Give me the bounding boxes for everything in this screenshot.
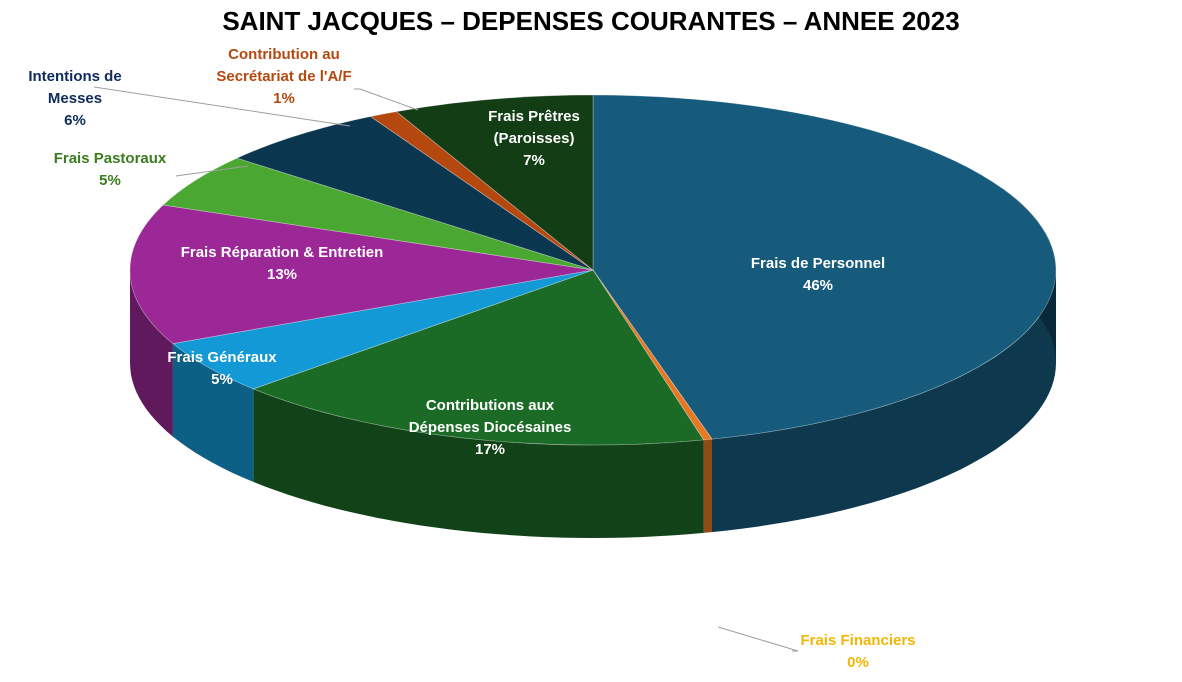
slice-percent: 1% — [273, 90, 295, 107]
slice-label-5: Frais Pastoraux 5% — [54, 150, 167, 189]
slice-label-6: Intentions de Messes 6% — [28, 68, 121, 129]
slice-label-line: Dépenses Diocésaines — [409, 419, 572, 436]
slice-percent: 0% — [847, 654, 869, 671]
slice-label-0: Frais de Personnel 46% — [751, 255, 885, 294]
slice-side-0 — [712, 270, 1056, 533]
slice-percent: 13% — [267, 266, 297, 283]
slice-label-7: Contribution au Secrétariat de l'A/F 1% — [216, 46, 351, 107]
slice-side-4 — [130, 270, 173, 437]
slice-1 — [592, 269, 713, 441]
slice-label-line: Frais Pastoraux — [54, 150, 167, 167]
slice-7 — [369, 111, 594, 271]
slice-6 — [235, 116, 594, 271]
slice-side-2 — [253, 388, 704, 538]
slice-label-line: Contribution au — [228, 46, 340, 63]
slice-0 — [592, 94, 1057, 440]
slice-label-line: Frais Généraux — [167, 349, 277, 366]
slice-label-2: Contributions aux Dépenses Diocésaines 17% — [409, 397, 572, 458]
slice-label-4: Frais Réparation & Entretien 13% — [181, 244, 384, 283]
slice-5 — [162, 157, 594, 271]
leader-lines — [93, 86, 799, 652]
slice-2 — [252, 269, 705, 446]
slice-percent: 17% — [475, 441, 505, 458]
slice-label-line: Intentions de — [28, 68, 121, 85]
leader-line-1 — [717, 626, 799, 652]
slice-percent: 5% — [211, 371, 233, 388]
slice-label-line: Secrétariat de l'A/F — [216, 68, 351, 85]
slice-label-line: (Paroisses) — [494, 130, 575, 147]
pie-top-layer — [129, 94, 1057, 446]
slice-side-1 — [703, 439, 712, 533]
slice-side-3 — [172, 343, 254, 482]
slice-label-1: Frais Financiers 0% — [800, 632, 915, 671]
slice-8 — [395, 94, 594, 271]
slice-label-line: Frais Financiers — [800, 632, 915, 649]
slice-label-line: Frais de Personnel — [751, 255, 885, 272]
slice-label-3: Frais Généraux 5% — [167, 349, 277, 388]
chart-title: SAINT JACQUES – DEPENSES COURANTES – ANN… — [222, 6, 960, 36]
slice-label-line: Frais Prêtres — [488, 108, 580, 125]
slice-label-line: Messes — [48, 90, 102, 107]
leader-line-6 — [93, 86, 351, 127]
slice-percent: 7% — [523, 152, 545, 169]
slice-label-line: Frais Réparation & Entretien — [181, 244, 384, 261]
slice-labels: Frais de Personnel 46% Frais Financiers 0% C… — [28, 46, 915, 671]
slice-label-8: Frais Prêtres (Paroisses) 7% — [488, 108, 580, 169]
slice-4 — [129, 204, 594, 345]
slice-percent: 6% — [64, 112, 86, 129]
leader-line-7 — [354, 88, 419, 111]
slice-3 — [171, 269, 594, 390]
slice-percent: 46% — [803, 277, 833, 294]
leader-line-5 — [175, 165, 249, 177]
slice-percent: 5% — [99, 172, 121, 189]
slice-label-line: Contributions aux — [426, 397, 555, 414]
